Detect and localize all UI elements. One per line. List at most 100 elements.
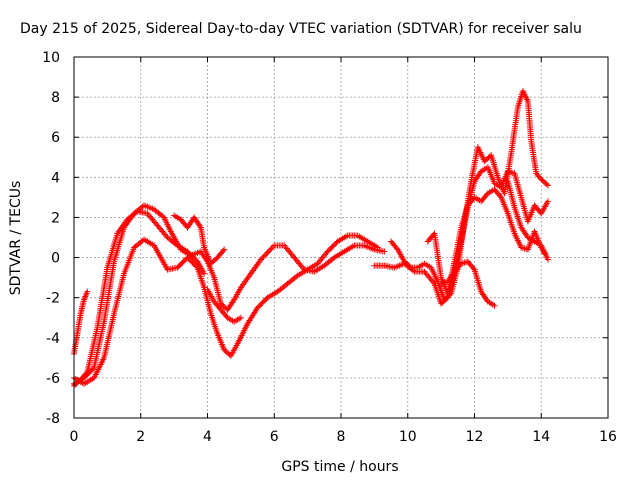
data-point-marker bbox=[267, 246, 274, 253]
y-tick-label: -2 bbox=[46, 291, 60, 307]
y-tick-label: 6 bbox=[51, 130, 60, 146]
data-point-marker bbox=[188, 258, 195, 265]
x-tick-label: 2 bbox=[136, 429, 145, 445]
data-point-marker bbox=[196, 223, 203, 230]
data-point-marker bbox=[191, 256, 198, 263]
data-point-marker bbox=[263, 250, 270, 257]
data-point-marker bbox=[544, 198, 551, 205]
data-point-marker bbox=[381, 248, 388, 255]
y-tick-label: -8 bbox=[46, 411, 60, 427]
data-point-marker bbox=[257, 256, 264, 263]
y-axis-label: SDTVAR / TECUs bbox=[8, 181, 24, 296]
data-point-marker bbox=[269, 243, 276, 250]
data-point-marker bbox=[173, 241, 180, 248]
data-point-marker bbox=[328, 244, 335, 251]
data-point-marker bbox=[180, 258, 187, 265]
x-tick-label: 16 bbox=[599, 429, 617, 445]
data-point-marker bbox=[329, 255, 336, 262]
x-tick-labels: 0 2 4 6 8 10 12 14 16 bbox=[70, 429, 617, 445]
data-point-marker bbox=[374, 244, 381, 251]
data-point-marker bbox=[84, 288, 91, 295]
data-point-marker bbox=[544, 182, 551, 189]
data-point-marker bbox=[443, 295, 450, 302]
data-point-marker bbox=[330, 242, 337, 249]
series-track-11 bbox=[504, 178, 551, 263]
series-track-6 bbox=[204, 286, 244, 325]
data-point-marker bbox=[324, 248, 331, 255]
data-point-marker bbox=[260, 298, 267, 305]
data-point-marker bbox=[255, 303, 262, 310]
y-tick-label: 0 bbox=[51, 251, 60, 267]
data-point-marker bbox=[83, 370, 90, 377]
x-tick-label: 8 bbox=[337, 429, 346, 445]
data-point-marker bbox=[265, 248, 272, 255]
data-point-marker bbox=[220, 247, 227, 254]
data-point-marker bbox=[293, 273, 300, 280]
data-point-marker bbox=[189, 253, 196, 260]
y-tick-labels: -8 -6 -4 -2 0 2 4 6 8 10 bbox=[42, 50, 60, 427]
data-point-marker bbox=[237, 314, 244, 321]
data-point-marker bbox=[188, 252, 195, 259]
data-point-marker bbox=[190, 254, 197, 261]
data-point-marker bbox=[185, 255, 192, 262]
data-point-marker bbox=[186, 251, 193, 258]
x-tick-label: 10 bbox=[399, 429, 417, 445]
data-point-marker bbox=[189, 259, 196, 266]
data-point-marker bbox=[543, 181, 550, 188]
data-series bbox=[71, 88, 551, 389]
data-point-marker bbox=[262, 297, 269, 304]
data-point-marker bbox=[221, 246, 228, 253]
data-point-marker bbox=[184, 248, 191, 255]
data-point-marker bbox=[409, 267, 416, 274]
x-tick-label: 4 bbox=[203, 429, 212, 445]
x-tick-label: 12 bbox=[466, 429, 484, 445]
data-point-marker bbox=[544, 256, 551, 263]
data-point-marker bbox=[259, 255, 266, 262]
data-point-marker bbox=[264, 249, 271, 256]
data-point-marker bbox=[254, 304, 261, 311]
data-point-marker bbox=[332, 241, 339, 248]
x-tick-label: 6 bbox=[270, 429, 279, 445]
y-tick-label: 2 bbox=[51, 210, 60, 226]
plot-frame bbox=[73, 56, 609, 419]
data-point-marker bbox=[179, 259, 186, 266]
data-point-marker bbox=[190, 260, 197, 267]
data-point-marker bbox=[491, 302, 498, 309]
data-point-marker bbox=[260, 253, 267, 260]
data-point-marker bbox=[325, 247, 332, 254]
y-tick-label: 4 bbox=[51, 170, 60, 186]
data-point-marker bbox=[470, 265, 477, 272]
x-tick-label: 14 bbox=[532, 429, 550, 445]
data-point-marker bbox=[497, 193, 504, 200]
data-point-marker bbox=[186, 257, 193, 264]
data-point-marker bbox=[89, 366, 96, 373]
series-track-1 bbox=[71, 288, 91, 357]
series-track-4 bbox=[71, 208, 208, 389]
data-point-marker bbox=[329, 243, 336, 250]
data-point-marker bbox=[257, 302, 264, 309]
data-point-marker bbox=[176, 262, 183, 269]
data-point-marker bbox=[184, 254, 191, 261]
data-point-marker bbox=[185, 249, 192, 256]
data-point-marker bbox=[181, 257, 188, 264]
data-point-marker bbox=[393, 245, 400, 252]
data-point-marker bbox=[230, 298, 237, 305]
data-point-marker bbox=[259, 299, 266, 306]
data-point-marker bbox=[327, 246, 334, 253]
x-tick-label: 0 bbox=[70, 429, 79, 445]
y-tick-label: 8 bbox=[51, 90, 60, 106]
series-track-5 bbox=[171, 212, 228, 267]
data-point-marker bbox=[201, 270, 208, 277]
data-point-marker bbox=[261, 252, 268, 259]
chart-title: Day 215 of 2025, Sidereal Day-to-day VTE… bbox=[20, 21, 582, 37]
y-tick-label: -4 bbox=[46, 331, 60, 347]
series-track-10 bbox=[438, 258, 498, 309]
data-point-marker bbox=[178, 260, 185, 267]
data-point-marker bbox=[174, 264, 181, 271]
x-axis-label: GPS time / hours bbox=[281, 459, 398, 475]
y-tick-label: 10 bbox=[42, 50, 60, 66]
series-track-3 bbox=[71, 232, 381, 387]
data-point-marker bbox=[175, 263, 182, 270]
